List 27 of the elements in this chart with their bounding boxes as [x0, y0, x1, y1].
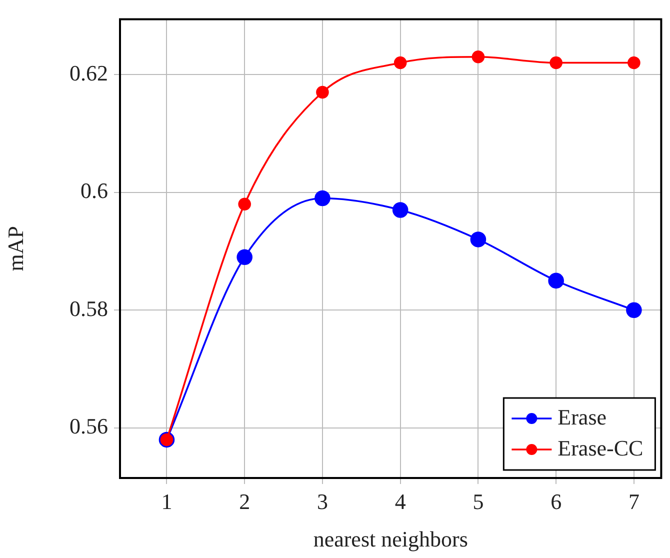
x-tick-label: 1 — [161, 488, 172, 514]
point — [472, 50, 485, 64]
point — [314, 190, 330, 206]
point — [470, 232, 486, 248]
point — [238, 198, 251, 211]
y-tick-label: 0.56 — [70, 414, 108, 439]
x-tick-label: 4 — [394, 488, 406, 514]
legend-label: Erase — [558, 404, 607, 430]
point — [628, 56, 640, 70]
x-tick-label: 7 — [628, 488, 640, 514]
x-tick-label: 5 — [472, 488, 484, 514]
legend-label: Erase-CC — [558, 435, 644, 460]
point — [548, 272, 564, 289]
x-axis-title: nearest neighbors — [313, 526, 468, 552]
point — [550, 56, 562, 70]
x-tick-label: 3 — [316, 488, 328, 514]
point — [394, 56, 407, 70]
y-tick-label: 0.62 — [70, 60, 108, 86]
x-tick-label: 6 — [550, 488, 562, 514]
x-tick-label: 2 — [239, 488, 250, 514]
y-tick-label: 0.6 — [80, 178, 108, 204]
y-tick-label: 0.58 — [70, 296, 108, 321]
point — [626, 302, 642, 318]
y-axis-title: mAP — [2, 226, 28, 272]
point — [392, 202, 408, 218]
point — [236, 249, 252, 266]
point — [316, 86, 329, 99]
